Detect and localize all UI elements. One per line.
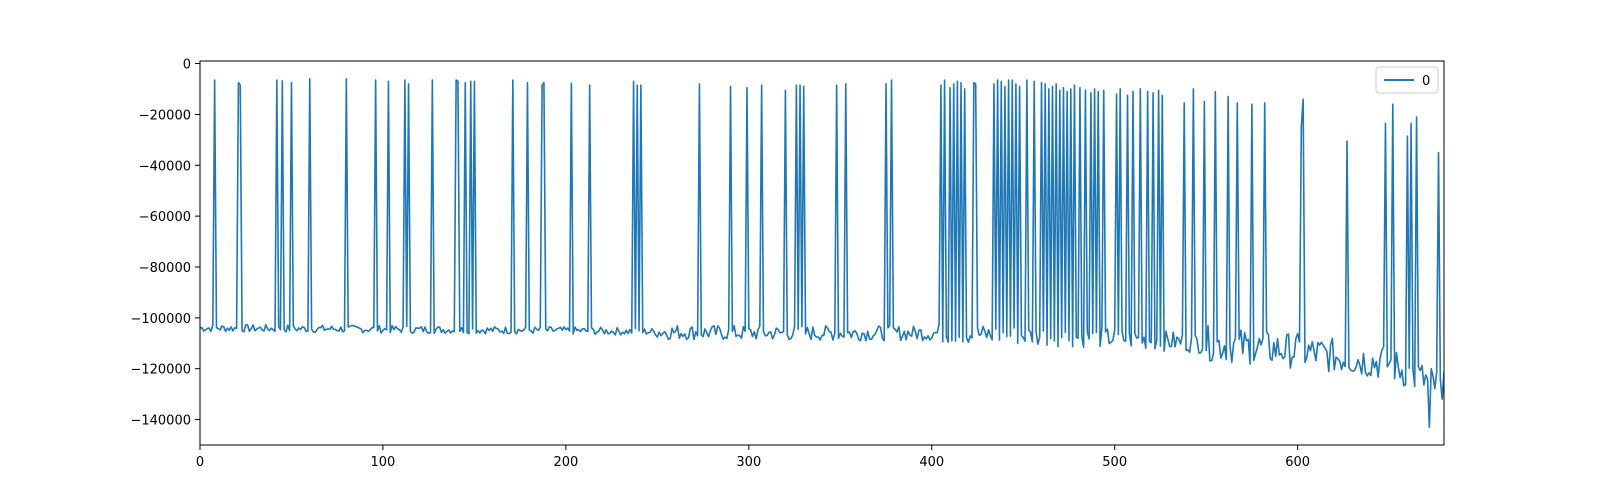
y-tick-label: −140000 (130, 414, 191, 429)
series-0-line (200, 78, 1444, 428)
x-tick-label: 600 (1285, 455, 1310, 470)
y-axis: 0 −20000 −40000 −60000 −80000 −100000 −120000 −… (130, 58, 200, 429)
x-axis: 0 100 200 300 400 500 600 (196, 445, 1310, 470)
y-tick-label: −80000 (139, 261, 191, 276)
series-layer (200, 78, 1444, 428)
x-tick-label: 400 (919, 455, 944, 470)
y-tick-label: −40000 (139, 159, 191, 174)
y-tick-label: −20000 (139, 108, 191, 123)
x-tick-label: 100 (371, 455, 396, 470)
x-tick-label: 0 (196, 455, 204, 470)
x-tick-label: 200 (553, 455, 578, 470)
y-tick-label: 0 (183, 58, 191, 73)
y-tick-label: −120000 (130, 363, 191, 378)
x-tick-label: 300 (736, 455, 761, 470)
x-tick-label: 500 (1102, 455, 1127, 470)
legend-label: 0 (1422, 74, 1430, 89)
y-tick-label: −100000 (130, 312, 191, 327)
y-tick-label: −60000 (139, 210, 191, 225)
axes-frame (199, 60, 1445, 446)
legend: 0 (1375, 66, 1439, 94)
